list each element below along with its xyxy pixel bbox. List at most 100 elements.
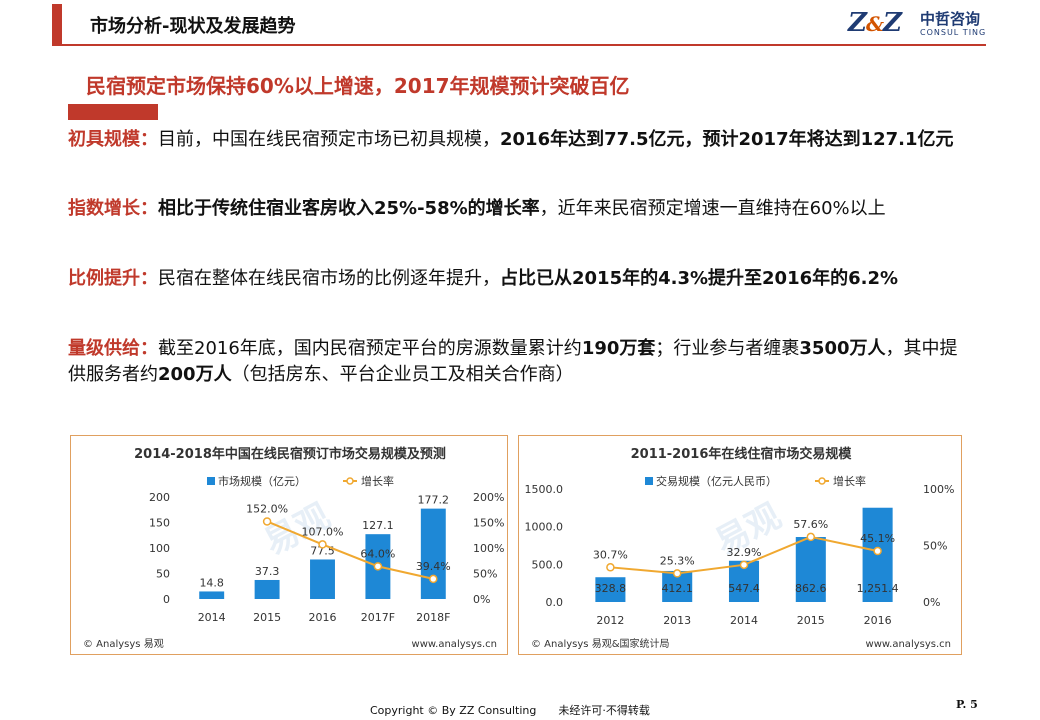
y-left-tick-label: 1500.0 <box>525 483 564 496</box>
page-number: P. 5 <box>956 698 978 711</box>
header-accent-bar <box>52 4 62 44</box>
bar <box>310 559 335 599</box>
footer-copyright: Copyright © By ZZ Consulting <box>370 704 537 717</box>
x-tick-label: 2015 <box>253 611 281 624</box>
x-tick-label: 2012 <box>596 614 624 627</box>
legend-label-line: 增长率 <box>833 474 866 488</box>
legend-label-bar: 市场规模（亿元） <box>218 474 306 488</box>
y-left-tick-label: 0.0 <box>546 596 564 609</box>
x-tick-label: 2014 <box>730 614 758 627</box>
growth-value-label: 64.0% <box>360 547 395 560</box>
y-right-tick-label: 100% <box>473 542 504 555</box>
paragraph-text: 民宿在整体在线民宿市场的比例逐年提升， <box>158 268 500 289</box>
y-right-tick-label: 100% <box>923 483 954 496</box>
growth-value-label: 30.7% <box>593 548 628 561</box>
legend-marker-line <box>818 477 826 485</box>
growth-point <box>318 540 327 549</box>
paragraph-text: 目前，中国在线民宿预定市场已初具规模， <box>158 129 500 150</box>
legend-swatch-bar <box>645 477 653 485</box>
growth-point <box>606 563 615 572</box>
paragraph-growth: 指数增长：相比于传统住宿业客房收入25%-58%的增长率，近年来民宿预定增速一直… <box>68 196 968 222</box>
legend-label-line: 增长率 <box>361 474 394 488</box>
logo-mark: Z&Z <box>848 8 902 38</box>
x-tick-label: 2015 <box>797 614 825 627</box>
paragraph-text: 截至2016年底，国内民宿预定平台的房源数量累计约 <box>158 338 582 359</box>
bar-value-label: 547.4 <box>728 582 760 595</box>
growth-value-label: 152.0% <box>246 502 288 515</box>
x-tick-label: 2013 <box>663 614 691 627</box>
paragraph-text: ，近年来民宿预定增速一直维持在60%以上 <box>539 198 886 219</box>
bar-value-label: 127.1 <box>362 519 394 532</box>
paragraph-text: ；行业参与者缠裹 <box>655 338 800 359</box>
growth-value-label: 45.1% <box>860 532 895 545</box>
chart-url: www.analysys.cn <box>866 639 951 650</box>
y-left-tick-label: 200 <box>149 491 170 504</box>
paragraph-text: （包括房东、平台企业员工及相关合作商） <box>231 364 574 385</box>
paragraph-label: 指数增长： <box>68 198 158 219</box>
footer-note: 未经许可·不得转载 <box>558 704 650 717</box>
page-section-title: 市场分析-现状及发展趋势 <box>90 16 296 37</box>
bar <box>595 577 626 602</box>
growth-value-label: 107.0% <box>302 525 344 538</box>
bar-value-label: 1,251.4 <box>857 582 899 595</box>
paragraph-label: 量级供给： <box>68 338 158 359</box>
chart-source: © Analysys 易观&国家统计局 <box>531 637 670 650</box>
bar <box>199 591 225 599</box>
x-tick-label: 2017F <box>361 611 395 624</box>
paragraph-supply: 量级供给：截至2016年底，国内民宿预定平台的房源数量累计约190万套；行业参与… <box>68 336 968 388</box>
y-right-tick-label: 200% <box>473 491 504 504</box>
paragraph-label: 比例提升： <box>68 268 158 289</box>
growth-point <box>806 532 816 542</box>
paragraph-text: ，其中提供服务者约 <box>68 338 958 385</box>
x-tick-label: 2016 <box>309 611 337 624</box>
legend-swatch-bar <box>207 477 215 485</box>
bar <box>420 508 446 599</box>
paragraph-scale: 初具规模：目前，中国在线民宿预定市场已初具规模，2016年达到77.5亿元，预计… <box>68 127 968 153</box>
x-tick-label: 2018F <box>416 611 450 624</box>
y-left-tick-label: 1000.0 <box>525 521 564 534</box>
y-right-tick-label: 150% <box>473 517 504 530</box>
chart-title: 2011-2016年在线住宿市场交易规模 <box>631 446 853 462</box>
y-right-tick-label: 50% <box>473 568 497 581</box>
logo-chinese-name: 中哲咨询 <box>920 10 981 28</box>
legend-marker-line <box>346 477 354 485</box>
growth-point <box>672 569 682 578</box>
footer: Copyright © By ZZ Consulting 未经许可·不得转载 <box>370 702 650 718</box>
growth-point <box>429 574 438 584</box>
y-left-tick-label: 50 <box>156 568 170 581</box>
x-tick-label: 2016 <box>864 614 892 627</box>
bar-value-label: 37.3 <box>255 565 280 578</box>
y-left-tick-label: 150 <box>149 517 170 530</box>
growth-line <box>266 520 434 580</box>
paragraph-emphasis: 200万人 <box>158 364 232 385</box>
growth-point <box>739 560 749 570</box>
paragraph-emphasis: 2016年达到77.5亿元，预计2017年将达到127.1亿元 <box>500 129 954 150</box>
bar-value-label: 14.8 <box>199 576 224 589</box>
chart-url: www.analysys.cn <box>412 639 497 650</box>
bar <box>254 579 280 599</box>
growth-point <box>373 562 383 571</box>
growth-value-label: 57.6% <box>793 518 828 531</box>
y-left-tick-label: 0 <box>163 593 170 606</box>
y-right-tick-label: 0% <box>473 593 490 606</box>
bar <box>795 537 826 602</box>
paragraph-emphasis: 相比于传统住宿业客房收入25%-58%的增长率 <box>158 198 540 219</box>
y-left-tick-label: 100 <box>149 542 170 555</box>
chart-title: 2014-2018年中国在线民宿预订市场交易规模及预测 <box>134 446 446 462</box>
growth-point <box>873 546 882 556</box>
headline-accent-bar <box>68 104 158 120</box>
y-right-tick-label: 50% <box>923 540 947 553</box>
header-divider <box>52 44 986 46</box>
bar-value-label: 328.8 <box>595 582 627 595</box>
legend-label-bar: 交易规模（亿元人民币） <box>656 474 777 488</box>
bar-value-label: 412.1 <box>661 582 693 595</box>
chart-source: © Analysys 易观 <box>83 638 164 650</box>
paragraph-emphasis: 190万套 <box>581 338 656 359</box>
slide-headline: 民宿预定市场保持60%以上增速，2017年规模预计突破百亿 <box>86 74 630 98</box>
bar-value-label: 862.6 <box>795 582 827 595</box>
paragraph-emphasis: 占比已从2015年的4.3%提升至2016年的6.2% <box>500 268 899 289</box>
paragraph-label: 初具规模： <box>68 129 158 150</box>
growth-value-label: 25.3% <box>660 554 695 567</box>
